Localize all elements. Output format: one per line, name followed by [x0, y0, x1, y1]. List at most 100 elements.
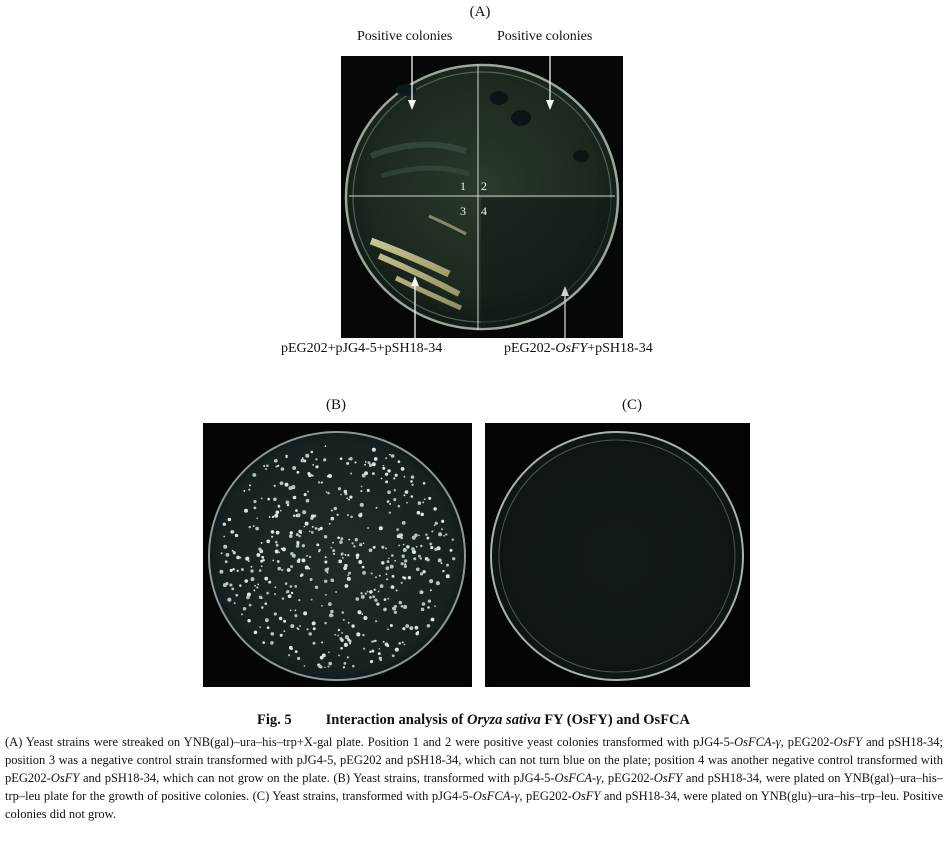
colony-dot — [304, 521, 309, 526]
arrow-up-right-icon — [561, 286, 569, 296]
colony-dot — [324, 579, 328, 583]
colony-dot — [347, 638, 351, 642]
colony-dot — [256, 552, 261, 557]
colony-dot — [411, 547, 415, 551]
colony-dot — [296, 513, 301, 518]
colony-dot — [320, 481, 324, 484]
colony-dot — [398, 642, 402, 645]
colony-dot — [400, 581, 403, 584]
colony-dot — [337, 628, 341, 632]
colony-dot — [222, 522, 226, 526]
colony-dot — [234, 533, 239, 538]
caption-text-3: and pSH18-34; position 3 was a negative … — [5, 735, 943, 785]
colony-dot — [429, 589, 432, 592]
colony-dot — [362, 542, 365, 545]
colony-dot — [410, 475, 415, 479]
colony-dot — [356, 632, 361, 637]
colony-dot — [438, 532, 443, 537]
colony-dot — [422, 482, 426, 485]
colony-dot — [415, 545, 418, 548]
colony-dot — [283, 630, 286, 633]
position-1-label: 1 — [460, 179, 466, 193]
colony-dot — [233, 602, 236, 605]
colony-dot — [287, 594, 292, 599]
colony-dot — [374, 598, 378, 602]
colony-dot — [328, 651, 330, 654]
colony-dot — [373, 588, 377, 592]
colony-dot — [400, 467, 405, 471]
colony-dot — [253, 506, 257, 510]
colony-dot — [343, 489, 348, 494]
colony-dot — [324, 556, 327, 559]
colony-dot — [390, 585, 395, 589]
colony-dot — [426, 623, 431, 628]
colony-dot — [348, 457, 351, 461]
colony-dot — [394, 559, 397, 562]
colony-dot — [346, 461, 350, 465]
colony-dot — [347, 621, 350, 624]
colony-dot — [402, 543, 405, 546]
colony-dot — [301, 457, 304, 460]
colony-dot — [290, 552, 294, 556]
colony-dot — [367, 527, 370, 529]
colony-dot — [452, 557, 456, 561]
colony-dot — [250, 569, 254, 573]
colony-dot — [354, 538, 358, 542]
colony-dot — [314, 527, 318, 530]
colony-dot — [246, 595, 250, 600]
colony-dot — [380, 477, 383, 480]
colony-dot — [429, 579, 434, 584]
colony-dot — [319, 655, 324, 660]
colony-dot — [299, 574, 303, 578]
colony-dot — [415, 567, 420, 572]
colony-dot — [285, 454, 288, 458]
colony-dot — [371, 472, 375, 476]
colony-dot — [302, 510, 307, 515]
colony-dot — [401, 641, 404, 644]
colony-dot — [401, 554, 405, 558]
colony-dot — [243, 489, 246, 492]
colony-dot — [275, 540, 278, 544]
colony-dot — [348, 571, 352, 575]
arrow-up-left-icon — [411, 276, 419, 286]
colony-dot — [298, 534, 301, 538]
colony-dot — [264, 602, 268, 605]
colony-dot — [437, 558, 442, 563]
colony-dot — [379, 584, 384, 588]
colony-dot — [270, 530, 275, 534]
colony-dot — [413, 557, 417, 561]
colony-dot — [428, 496, 432, 500]
panel-b-letter: (B) — [326, 397, 346, 413]
colony-dot — [262, 558, 265, 562]
colony-dot — [346, 497, 349, 500]
colony-dot — [370, 572, 373, 575]
colony-dot — [349, 642, 352, 645]
colony-dot — [294, 609, 297, 612]
colony-dot — [256, 517, 259, 520]
colony-dot — [359, 502, 364, 507]
colony-dot — [378, 526, 383, 531]
colony-dot — [430, 546, 434, 550]
colony-dot — [350, 515, 353, 519]
colony-dot — [307, 490, 309, 493]
colony-dot — [288, 486, 293, 491]
colony-dot — [301, 544, 306, 548]
colony-dot — [330, 509, 333, 512]
colony-dot — [260, 497, 263, 500]
colony-dot — [381, 545, 385, 549]
panel-a-letter: (A) — [469, 4, 491, 20]
colony-dot — [375, 506, 378, 509]
colony-dot — [378, 574, 381, 577]
colony-dot — [248, 603, 252, 607]
colony-dot — [311, 621, 316, 626]
colony-dot — [434, 547, 438, 551]
caption-gene-5: OsFY — [653, 771, 683, 785]
colony-dot — [231, 587, 235, 591]
colony-dot — [404, 490, 409, 494]
caption-gene-1: OsFCA-γ — [734, 735, 781, 749]
colony-dot — [239, 584, 242, 587]
colony-dot — [406, 545, 410, 549]
colony-dot — [445, 533, 448, 536]
colony-dot — [326, 571, 329, 574]
colony-dot — [342, 618, 345, 621]
